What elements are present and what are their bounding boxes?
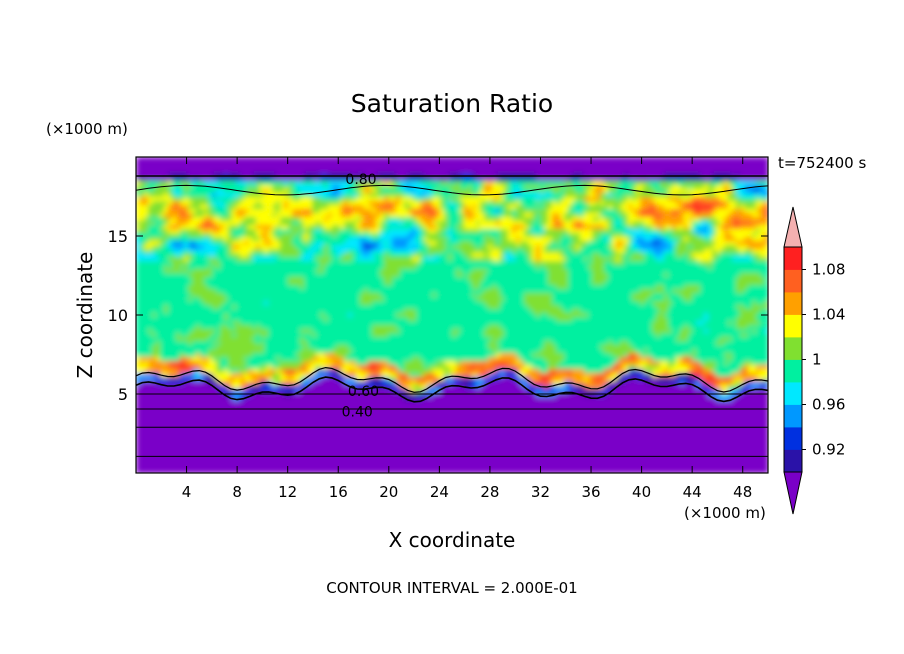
contour-label: 0.40: [342, 404, 373, 420]
x-tick-label: 4: [182, 483, 192, 501]
colorbar-bin: [784, 292, 802, 315]
colorbar-tick-label: 1.08: [812, 261, 845, 279]
colorbar-tick-label: 0.96: [812, 396, 845, 414]
colorbar-tick-label: 1: [812, 351, 822, 369]
x-tick-label: 20: [379, 483, 398, 501]
contour-label: 0.80: [345, 172, 376, 188]
plot-area: [136, 157, 768, 473]
x-axis-label: X coordinate: [389, 528, 516, 552]
chart-title: Saturation Ratio: [351, 89, 553, 118]
colorbar-min-arrow: [783, 471, 803, 515]
colorbar-bin: [784, 359, 802, 383]
x-unit-label: (×1000 m): [684, 504, 766, 522]
contour-label: 0.60: [348, 384, 379, 400]
contour-lines: [136, 175, 768, 457]
y-tick-label: 15: [108, 227, 128, 246]
colorbar-bin: [784, 247, 802, 270]
colorbar-tick-label: 0.92: [812, 441, 845, 459]
contour-line: [136, 376, 768, 403]
x-tick-label: 28: [480, 483, 499, 501]
colorbar: 1.08 1.04 1 0.96 0.92: [783, 206, 845, 515]
colorbar-bin: [784, 449, 802, 473]
y-tick-label: 5: [118, 385, 128, 404]
colorbar-bin: [784, 269, 802, 293]
x-tick-label: 44: [683, 483, 702, 501]
colorbar-tick-label: 1.04: [812, 306, 845, 324]
contour-line: [136, 366, 768, 393]
x-tick-label: 16: [329, 483, 348, 501]
y-axis-ticks: 5 10 15: [108, 227, 768, 404]
colorbar-bin: [784, 314, 802, 338]
contour-labels: 0.80 0.60 0.40: [342, 172, 379, 420]
contour-line: [136, 184, 768, 196]
x-axis-ticks: 4 8 12 16 20 24 28 32 36 40 44 48: [182, 157, 752, 501]
colorbar-bin: [784, 427, 802, 450]
y-unit-label: (×1000 m): [46, 120, 128, 138]
contour-interval-note: CONTOUR INTERVAL = 2.000E-01: [326, 579, 577, 597]
colorbar-bin: [784, 382, 802, 405]
x-tick-label: 12: [278, 483, 297, 501]
time-label: t=752400 s: [778, 154, 866, 172]
x-tick-label: 32: [531, 483, 550, 501]
colorbar-bin: [784, 404, 802, 428]
colorbar-bin: [784, 337, 802, 360]
y-tick-label: 10: [108, 306, 128, 325]
x-tick-label: 36: [581, 483, 600, 501]
colorbar-max-arrow: [783, 206, 803, 248]
heatmap-field: [136, 157, 768, 473]
x-tick-label: 48: [733, 483, 752, 501]
x-tick-label: 40: [632, 483, 651, 501]
x-tick-label: 8: [232, 483, 242, 501]
y-axis-label: Z coordinate: [73, 252, 97, 379]
x-tick-label: 24: [430, 483, 449, 501]
